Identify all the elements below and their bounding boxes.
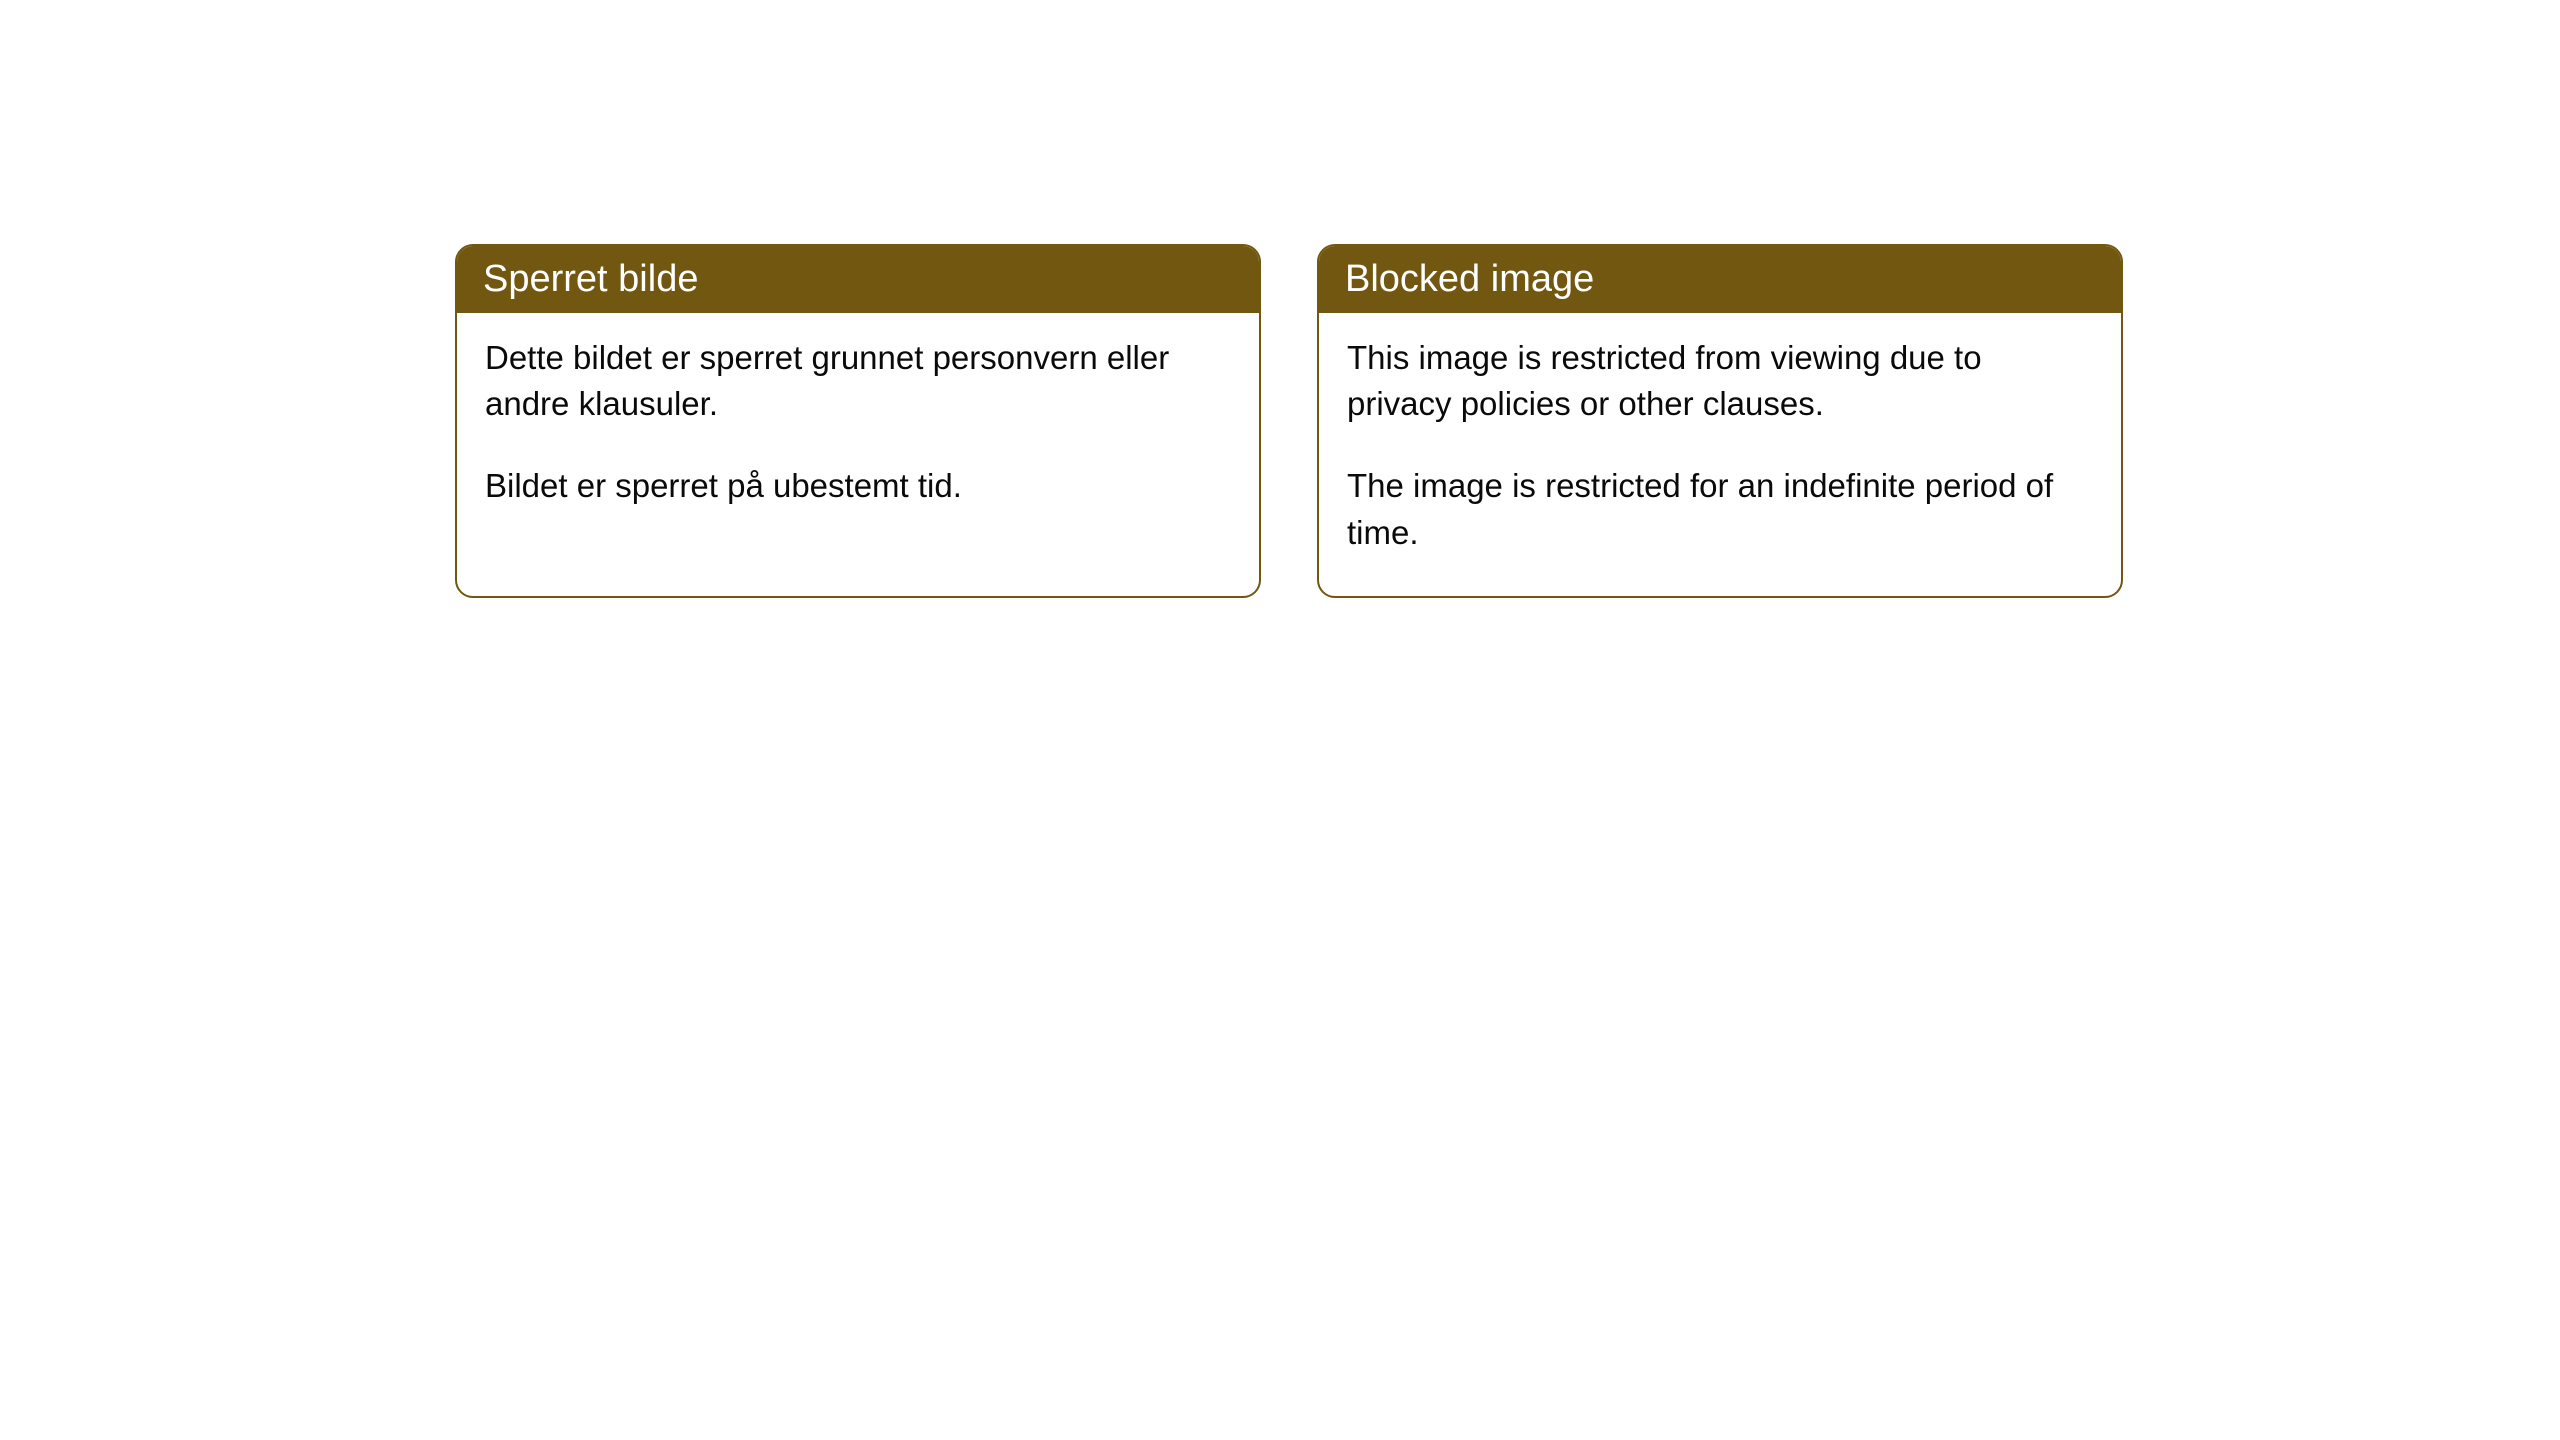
card-body: Dette bildet er sperret grunnet personve… (457, 313, 1259, 550)
blocked-image-card-norwegian: Sperret bilde Dette bildet er sperret gr… (455, 244, 1261, 598)
card-header: Sperret bilde (457, 246, 1259, 313)
card-body: This image is restricted from viewing du… (1319, 313, 2121, 596)
blocked-image-card-english: Blocked image This image is restricted f… (1317, 244, 2123, 598)
card-title: Sperret bilde (483, 258, 698, 300)
card-paragraph: Bildet er sperret på ubestemt tid. (485, 463, 1231, 509)
card-paragraph: The image is restricted for an indefinit… (1347, 463, 2093, 555)
card-header: Blocked image (1319, 246, 2121, 313)
card-paragraph: This image is restricted from viewing du… (1347, 335, 2093, 427)
notice-container: Sperret bilde Dette bildet er sperret gr… (455, 244, 2560, 598)
card-title: Blocked image (1345, 258, 1594, 300)
card-paragraph: Dette bildet er sperret grunnet personve… (485, 335, 1231, 427)
